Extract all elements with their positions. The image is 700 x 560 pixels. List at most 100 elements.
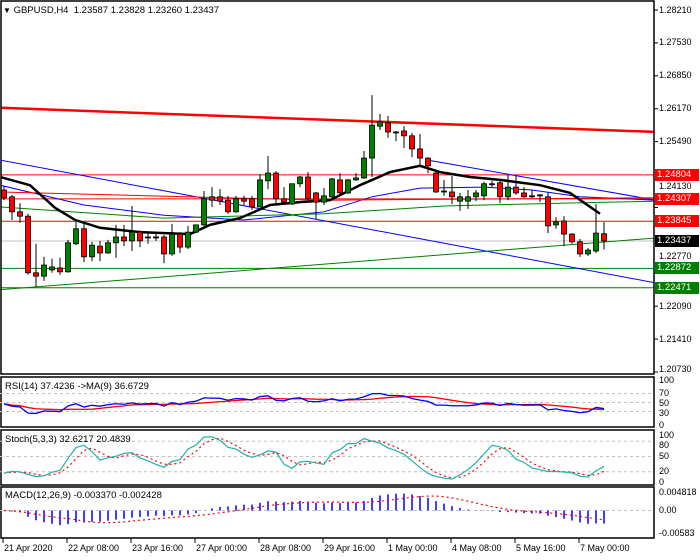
candle-body [385,122,391,133]
collapse-triangle-icon[interactable]: ▼ [3,6,11,15]
moving-average-line [1,200,654,219]
time-axis-label: 22 Apr 08:00 [68,543,120,553]
candle-body [361,157,367,179]
candle-body [561,220,567,235]
candle-body [201,198,207,226]
candle-body [41,264,47,277]
rsi-axis-label: 70 [659,388,670,398]
candle-body [329,178,335,198]
macd-label: MACD(12,26,9) -0.003370 -0.002428 [5,490,162,501]
candle-body [9,196,15,213]
candle-body [105,242,111,254]
candle-body [465,196,471,202]
stoch-label: Stoch(5,3,3) 32.6217 20.4839 [5,434,131,445]
rsi-axis-label: 0 [659,419,665,430]
time-axis-label: 4 May 08:00 [452,543,502,553]
price-axis-label: 1.22770 [659,250,692,261]
price-axis-label: 1.27530 [659,37,692,48]
candle-body [393,131,399,134]
candle-body [313,192,319,203]
price-axis-label: 1.26850 [659,70,692,81]
candle-body [1,189,7,199]
stoch-axis-label: 50 [659,451,670,461]
ohlc-open: 1.23587 [73,5,109,16]
trendline [1,237,654,291]
symbol-header: ▼ GBPUSD,H4 1.23587 1.23828 1.23260 1.23… [3,5,219,16]
time-axis-label: 28 Apr 08:00 [260,543,312,553]
candle-body [209,196,215,201]
price-axis-label: 1.24130 [659,180,692,191]
candle-body [505,186,511,198]
ohlc-low: 1.23260 [147,5,183,16]
panel-frame [0,486,655,539]
candle-body [25,215,31,274]
price-level-label: 1.22872 [655,262,699,275]
candle-body [369,124,375,159]
main-plot [1,95,654,291]
price-axis-label: 1.26170 [659,103,692,114]
macd-axis-label: 0.004818 [659,486,697,497]
trendline [1,159,654,284]
price-level-label: 1.23845 [655,215,699,228]
symbol-timeframe: GBPUSD,H4 [13,5,69,16]
candle-body [481,183,487,197]
candle-body [377,121,383,127]
price-level-label: 1.24307 [655,192,699,205]
candle-body [185,231,191,248]
rsi-label: RSI(14) 37.4236 ->MA(9) 36.6729 [5,381,149,392]
time-axis-label: 27 Apr 00:00 [196,543,248,553]
candle-body [417,148,423,159]
candle-body [401,130,407,137]
candle-body [577,241,583,255]
candle-body [113,236,119,244]
candle-body [57,267,63,273]
stoch-axis-label: 20 [659,466,670,477]
price-axis-label: 1.20730 [659,363,692,374]
candle-body [441,190,447,193]
rsi-axis-label: 30 [659,408,670,418]
macd-signal-line [3,495,605,524]
stoch-main-line [3,436,605,480]
price-level-label: 1.24804 [655,168,699,181]
price-axis-label: 1.28210 [659,4,692,15]
candle-body [233,198,239,213]
candle-body [489,183,495,186]
stoch-axis-label: 100 [659,429,675,440]
candle-body [97,245,103,254]
macd-axis-label: 0.00 [659,505,677,516]
time-axis-label: 5 May 16:00 [516,543,566,553]
rsi-ma-line [3,395,605,411]
candle-body [145,236,151,239]
candle-body [337,179,343,194]
candle-body [33,272,39,277]
rsi-line [3,392,605,415]
time-axis-label: 23 Apr 16:00 [132,543,184,553]
trendline [1,106,654,134]
candle-body [257,179,263,208]
candle-body [473,192,479,198]
candle-body [89,244,95,258]
candle-body [17,211,23,217]
candle-body [545,196,551,227]
panel-frame [0,429,655,486]
time-axis-label: 1 May 00:00 [388,543,438,553]
candle-body [521,192,527,198]
candle-body [153,236,159,239]
candle-body [81,228,87,258]
rsi-axis-label: 50 [659,398,670,408]
candle-body [569,233,575,243]
candle-body [529,195,535,198]
candle-body [537,194,543,197]
candle-body [457,196,463,202]
price-axis-label: 1.21410 [659,333,692,344]
candle-body [241,198,247,202]
price-axis-label: 1.25490 [659,136,692,147]
candle-body [121,236,127,242]
candle-body [129,231,135,242]
candle-body [425,157,431,167]
stoch-axis-label: 0 [659,476,665,487]
ohlc-high: 1.23828 [110,5,146,16]
candle-body [65,242,71,273]
candle-body [601,233,607,242]
